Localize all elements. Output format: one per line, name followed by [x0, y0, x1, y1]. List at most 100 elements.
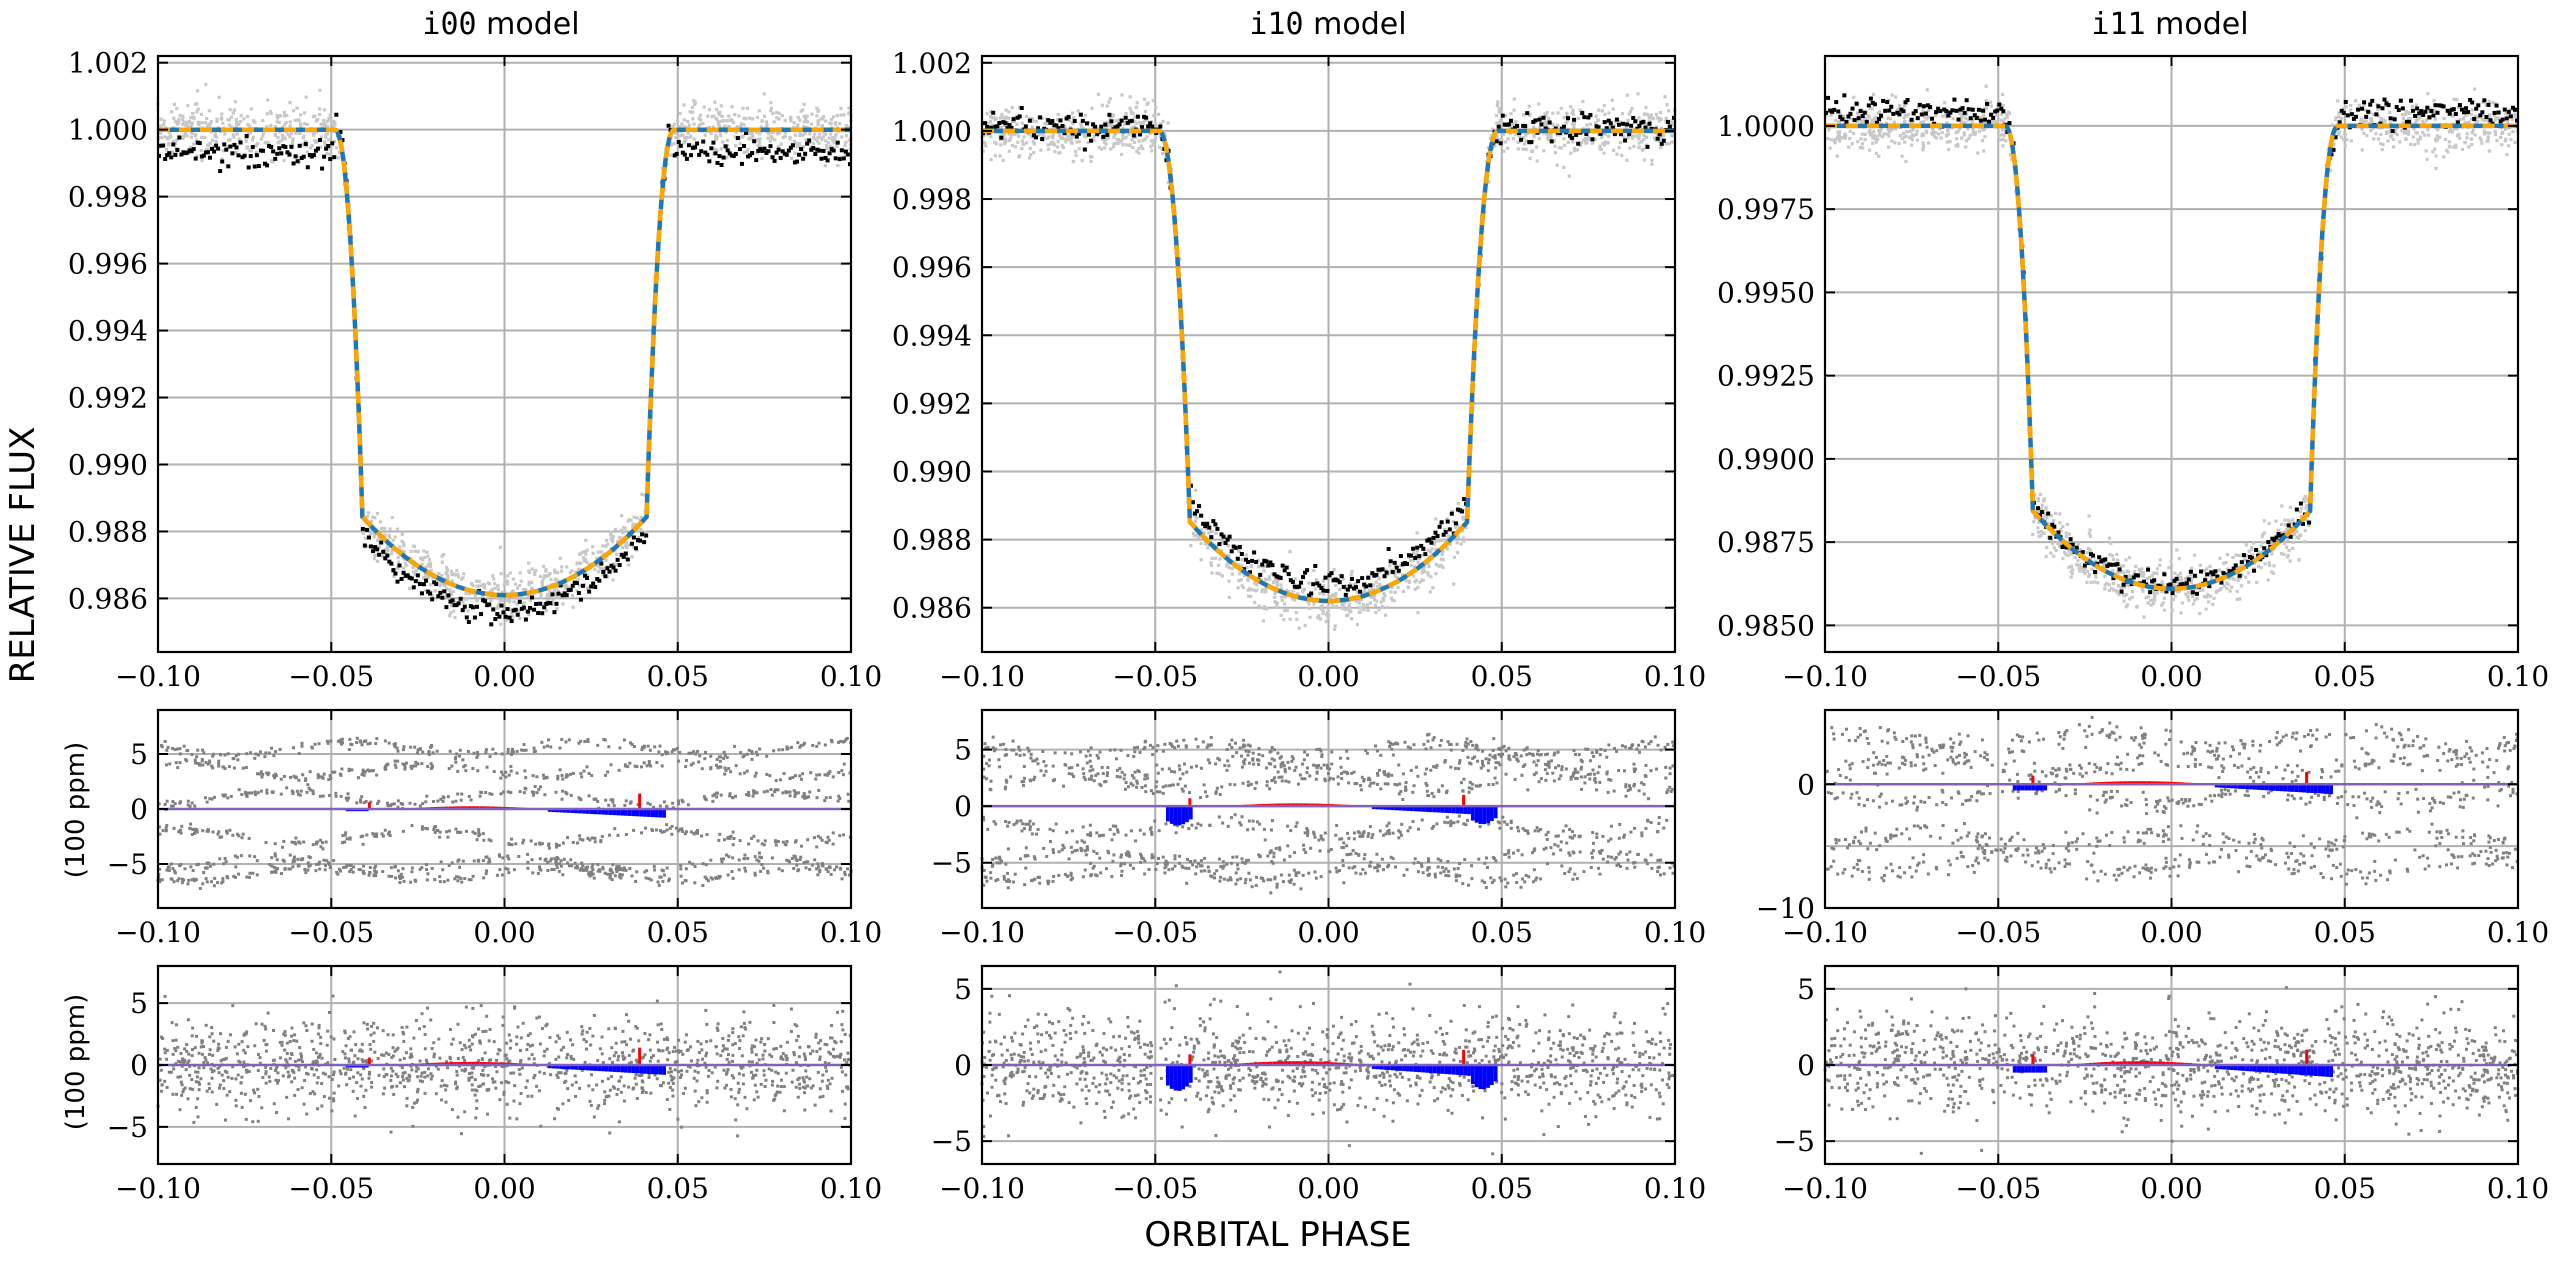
- panel-i00-r2-bar: [452, 1062, 457, 1065]
- panel-i00-lc-gray-point: [792, 121, 796, 125]
- panel-i00-r1-point: [554, 862, 558, 866]
- panel-i00-r2-point: [600, 1052, 604, 1056]
- panel-i00-r2-point: [368, 1043, 372, 1047]
- panel-i00-lc-gray-point: [277, 120, 281, 124]
- panel-i00-r1-point: [583, 739, 587, 743]
- panel-i00-lc-gray-point: [463, 596, 468, 601]
- panel-i00-lc-black-point: [595, 576, 600, 581]
- panel-i00-lc-black-point: [289, 144, 294, 149]
- panel-i00-r1-point: [796, 741, 800, 745]
- panel-i00-r1-point: [208, 864, 212, 868]
- panel-i00-lc-gray-point: [305, 122, 310, 127]
- panel-i00-r1-point: [304, 871, 308, 875]
- panel-i00-lc-black-point: [419, 591, 424, 596]
- panel-i00-r1-point: [301, 773, 305, 777]
- panel-i00-lc-black-point: [546, 601, 551, 606]
- panel-i00-lc-black-point: [368, 544, 373, 549]
- panel-i00-lc-gray-point: [508, 571, 512, 575]
- panel-i00-r2-point: [620, 1040, 624, 1044]
- panel-i00-lc-gray-point: [798, 133, 802, 138]
- panel-i00-r2-point: [187, 1059, 191, 1063]
- panel-i00-r2-point: [358, 1049, 362, 1053]
- panel-i00-r1-point: [472, 859, 476, 863]
- panel-i00-r1-point: [617, 768, 621, 772]
- panel-i00-r1-ytick-label-1: 0: [130, 793, 148, 826]
- panel-i00-r1-point: [824, 840, 828, 844]
- panel-i00-r2-point: [696, 1039, 700, 1043]
- panel-i00-r1-point: [558, 862, 562, 866]
- panel-i00-r2-point: [191, 1026, 195, 1030]
- panel-i00-r1-point: [753, 873, 757, 877]
- panel-i00-lc-gray-point: [291, 109, 296, 113]
- panel-i10-lc-gray-point: [1293, 577, 1297, 581]
- panel-i00-lc-gray-point: [305, 150, 309, 154]
- panel-i00-lc-gray-point: [499, 622, 503, 626]
- panel-i00-r1-point: [788, 860, 792, 864]
- panel-i00-r1-point: [737, 868, 741, 872]
- panel-i00-r1-point: [189, 822, 193, 826]
- panel-i00-lc-black-point: [238, 140, 243, 145]
- panel-i00-lc-gray-point: [443, 584, 447, 588]
- panel-i00-r2-point: [194, 1080, 198, 1084]
- panel-i00-r1-point: [158, 832, 162, 836]
- panel-i00-r2-point: [312, 1073, 316, 1077]
- panel-i00-r1-point: [556, 777, 560, 781]
- panel-i00-r2-point: [191, 1087, 195, 1091]
- panel-i00-r2-point: [582, 1037, 586, 1041]
- panel-i00-r2-point: [159, 1068, 163, 1072]
- panel-i00-r1-point: [196, 748, 200, 752]
- panel-i00-lc-gray-point: [323, 135, 328, 139]
- panel-i00-lc-gray-point: [836, 163, 840, 168]
- panel-i00-r2-point: [370, 1085, 374, 1089]
- panel-i00-r1-point: [570, 864, 574, 868]
- panel-i00-r1-point: [436, 799, 440, 803]
- panel-i10-lc-gray-point: [1437, 539, 1441, 543]
- panel-i00-r1-point: [413, 802, 417, 806]
- panel-i00-r1-point: [726, 836, 730, 840]
- panel-i00-lc-black-point: [269, 144, 274, 149]
- panel-i00-lc-ytick-label-6: 0.998: [68, 181, 148, 214]
- panel-i00-r2-point: [614, 1041, 618, 1045]
- panel-i00-r1-bar: [475, 806, 480, 809]
- panel-i00-lc-black-point: [723, 144, 728, 149]
- panel-i00-r2-point: [827, 1062, 831, 1066]
- panel-i00-lc-black-point: [805, 141, 810, 146]
- panel-i00-lc-black-point: [505, 606, 510, 611]
- panel-i00-r1-point: [585, 765, 589, 769]
- panel-i10-lc-gray-point: [1209, 563, 1214, 567]
- panel-i00-r2-point: [346, 1037, 350, 1041]
- panel-i00-r2-point: [532, 1062, 536, 1066]
- panel-i00-lc-gray-point: [669, 153, 673, 157]
- panel-i00-r2-point: [639, 1074, 643, 1078]
- panel-i00-r1-point: [401, 829, 405, 833]
- panel-i00-r1-point: [157, 802, 161, 806]
- panel-i00-r2-point: [725, 1057, 729, 1061]
- panel-i00-lc-gray-point: [548, 590, 552, 594]
- panel-i00-r2-xtick-label-0: −0.10: [115, 1172, 201, 1205]
- panel-i00-r1-point: [531, 871, 535, 875]
- panel-i00-lc-gray-point: [209, 120, 213, 124]
- panel-i00-r2-point: [352, 1060, 356, 1064]
- panel-i00-r1-point: [842, 762, 846, 766]
- panel-i00-r1-point: [584, 866, 588, 870]
- panel-i00-lc-black-point: [316, 146, 321, 151]
- panel-i00-r1-point: [163, 739, 167, 743]
- panel-i00-r1-point: [256, 791, 260, 795]
- panel-i10-lc-gray-point: [1002, 141, 1007, 146]
- panel-i00-r1-point: [540, 842, 544, 846]
- panel-i00-r1-xtick-label-4: 0.10: [820, 916, 882, 949]
- panel-i00-r1-point: [766, 869, 770, 873]
- panel-i00-r1-bar: [608, 809, 613, 815]
- panel-i00-lc-gray-point: [614, 562, 618, 566]
- panel-i00-r1-point: [223, 793, 227, 797]
- panel-i00-r1-point: [235, 855, 239, 859]
- panel-i00-r2-point: [446, 1066, 450, 1070]
- panel-i00-r2-point: [675, 1060, 679, 1064]
- panel-i00-r2-point: [208, 1035, 212, 1039]
- panel-i00-r1-point: [674, 826, 678, 830]
- panel-i00-lc-gray-point: [565, 565, 569, 569]
- panel-i00-lc-black-point: [405, 573, 410, 578]
- panel-i00-r2-bar: [467, 1061, 472, 1065]
- panel-i00-r1-point: [512, 750, 516, 754]
- panel-i00-r2-bar: [490, 1062, 495, 1065]
